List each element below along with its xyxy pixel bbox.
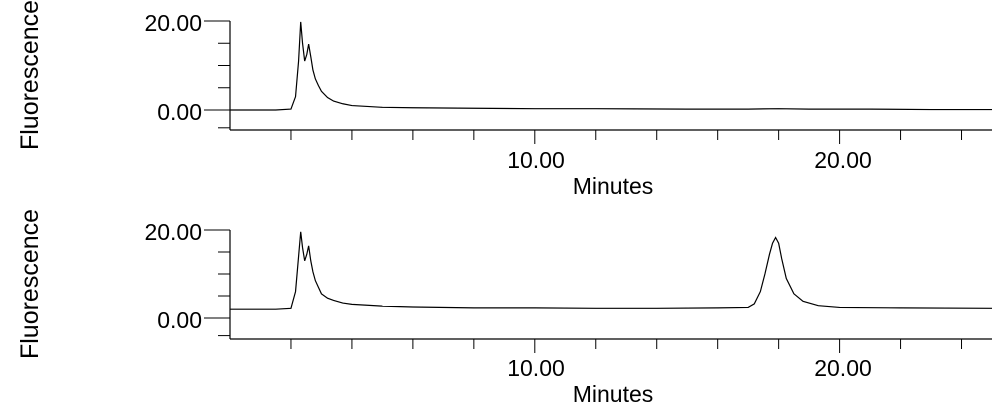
x-tick-label-20: 20.00 <box>814 147 872 173</box>
y-tick-label-0: 0.00 <box>157 307 202 333</box>
y-tick-label-0: 0.00 <box>157 99 202 125</box>
x-axis-title: Minutes <box>573 381 654 405</box>
x-tick-label-20: 20.00 <box>814 355 872 381</box>
x-axis-title: Minutes <box>573 173 654 199</box>
y-tick-label-20: 20.00 <box>144 10 202 36</box>
y-tick-label-20: 20.00 <box>144 219 202 245</box>
y-axis-label: Fluorescence <box>16 209 44 359</box>
fluorescence-trace <box>230 21 992 111</box>
y-axis-label: Fluorescence <box>16 0 44 150</box>
x-tick-label-10: 10.00 <box>507 355 565 381</box>
fluorescence-trace <box>230 231 992 310</box>
chromatogram-panel-bottom: Fluorescence 20.00 0.00 10.00 20.00 Minu… <box>16 209 992 405</box>
chromatogram-panel-top: Fluorescence 20.00 0.00 10.00 20.00 Minu… <box>16 0 992 199</box>
x-tick-label-10: 10.00 <box>507 147 565 173</box>
